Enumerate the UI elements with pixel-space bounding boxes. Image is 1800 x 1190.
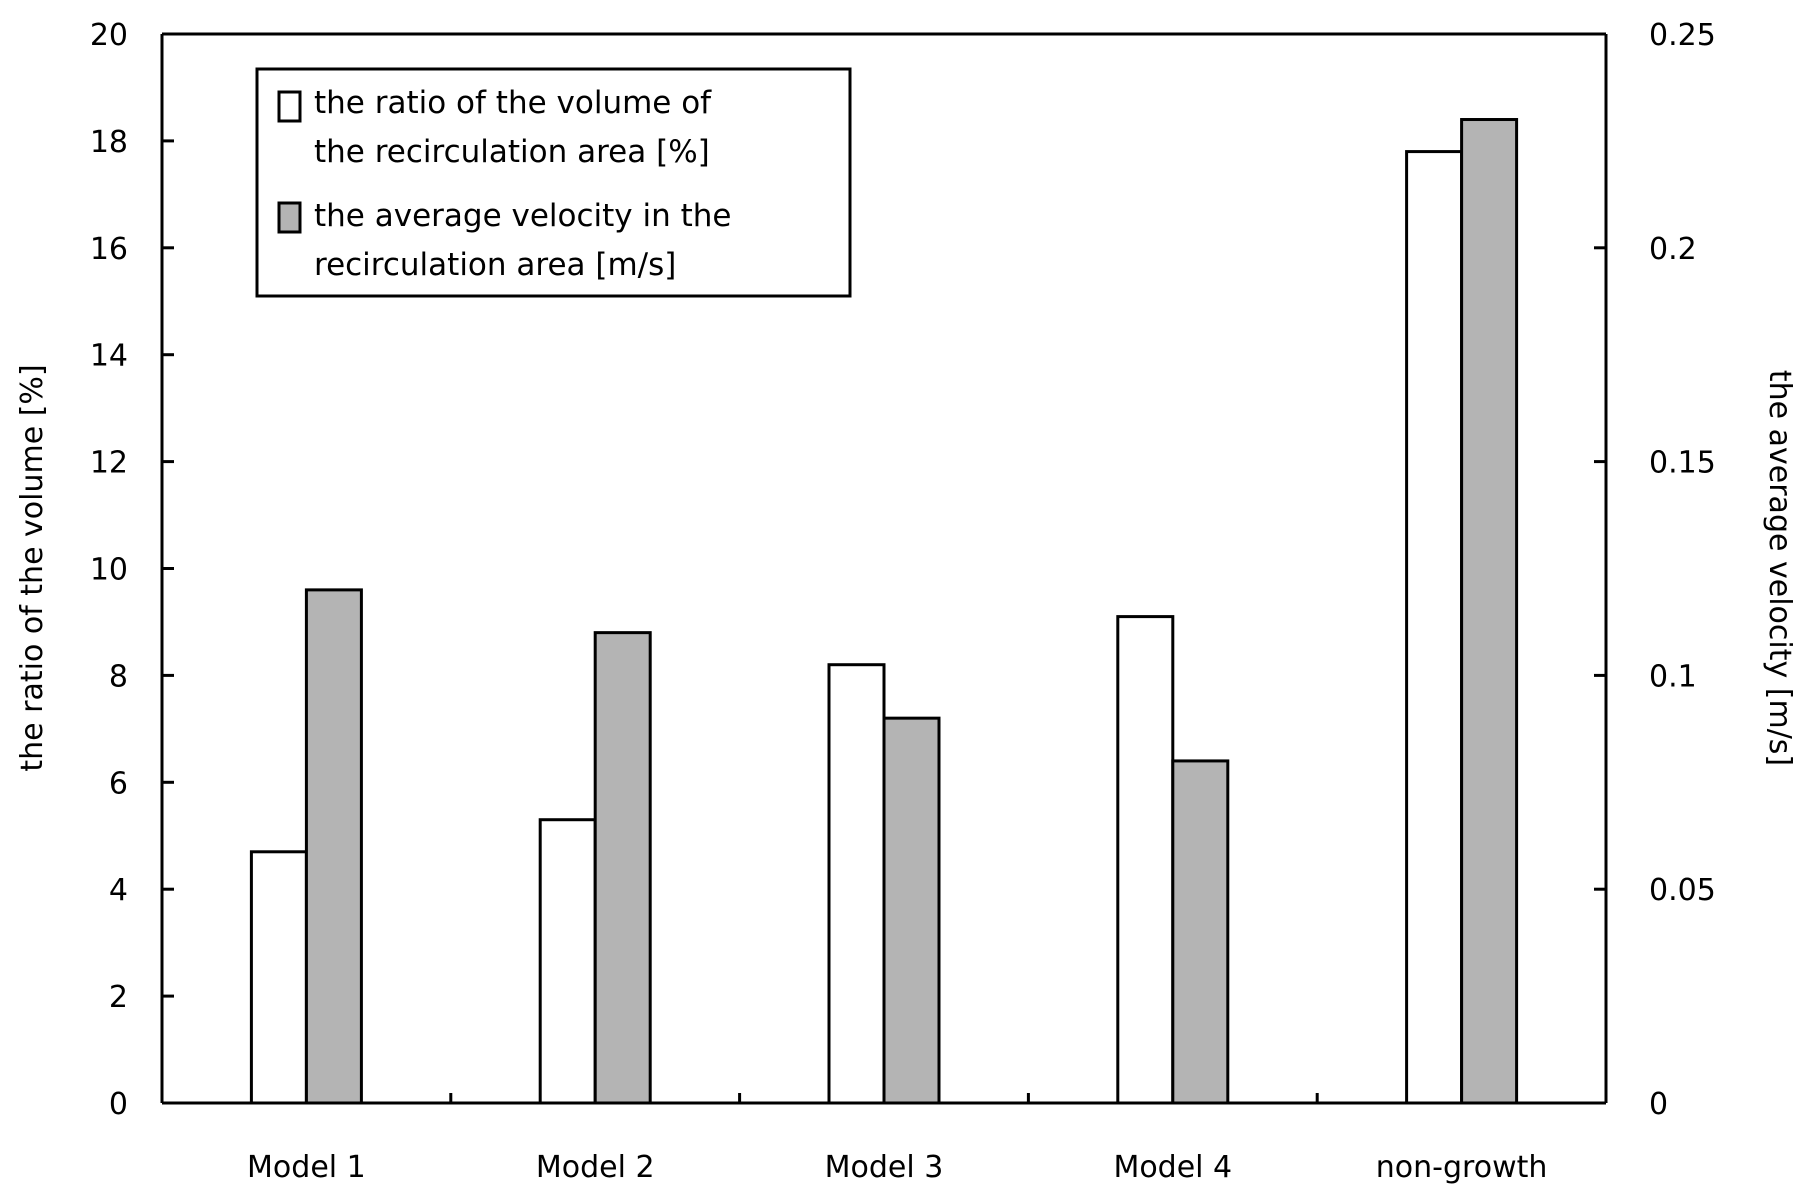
category-label: Model 3 [825, 1150, 944, 1185]
bar-series-1 [538, 818, 597, 1105]
category-label: non-growth [1376, 1150, 1548, 1185]
left-tick-label: 18 [90, 125, 128, 160]
left-tick-label: 4 [109, 873, 128, 908]
category-label: Model 4 [1113, 1150, 1232, 1185]
category-label: Model 2 [536, 1150, 655, 1185]
right-tick-label: 0.05 [1649, 873, 1716, 908]
left-axis-title: the ratio of the volume [%] [15, 364, 50, 771]
bar-series-1 [827, 663, 886, 1105]
bar-series-2 [1171, 759, 1230, 1105]
right-tick-label: 0.15 [1649, 446, 1716, 481]
left-tick-label: 8 [109, 659, 128, 694]
left-tick-label: 0 [109, 1087, 128, 1122]
legend-box [255, 67, 852, 298]
legend-label-series-1-line-2: the recirculation area [%] [314, 134, 710, 170]
category-labels: Model 1 Model 2 Model 3 Model 4 non-growth [247, 1150, 1547, 1185]
bar-series-2 [882, 716, 941, 1105]
x-axis-ticks [449, 1093, 1319, 1103]
right-axis-title: the average velocity [m/s] [1762, 370, 1797, 766]
legend-label-series-2-line-1: the average velocity in the [314, 198, 732, 234]
right-tick-label: 0 [1649, 1087, 1668, 1122]
left-tick-label: 10 [90, 553, 128, 588]
bar-series-1 [249, 850, 308, 1105]
legend-swatch-series-1 [277, 90, 302, 123]
bars [249, 118, 1519, 1105]
bar-series-2 [304, 588, 363, 1105]
bar-series-1 [1116, 615, 1175, 1105]
left-tick-label: 6 [109, 766, 128, 801]
legend-label-series-2-line-2: recirculation area [m/s] [314, 247, 676, 283]
left-tick-label: 20 [90, 18, 128, 53]
category-label: Model 1 [247, 1150, 366, 1185]
left-tick-label: 14 [90, 339, 128, 374]
left-tick-label: 12 [90, 446, 128, 481]
legend: the ratio of the volume of the recircula… [255, 67, 852, 298]
left-axis-ticks: 0 2 4 6 8 10 12 14 16 18 20 [90, 18, 174, 1122]
right-tick-label: 0.2 [1649, 232, 1697, 267]
right-tick-label: 0.1 [1649, 659, 1697, 694]
legend-label-series-1-line-1: the ratio of the volume of [314, 85, 712, 121]
legend-swatch-series-2 [277, 201, 302, 234]
right-axis-ticks: 0 0.05 0.1 0.15 0.2 0.25 [1594, 18, 1716, 1122]
right-tick-label: 0.25 [1649, 18, 1716, 53]
bar-series-1 [1405, 150, 1464, 1105]
left-tick-label: 16 [90, 232, 128, 267]
bar-series-2 [593, 631, 652, 1105]
bar-series-2 [1460, 118, 1519, 1105]
left-tick-label: 2 [109, 980, 128, 1015]
